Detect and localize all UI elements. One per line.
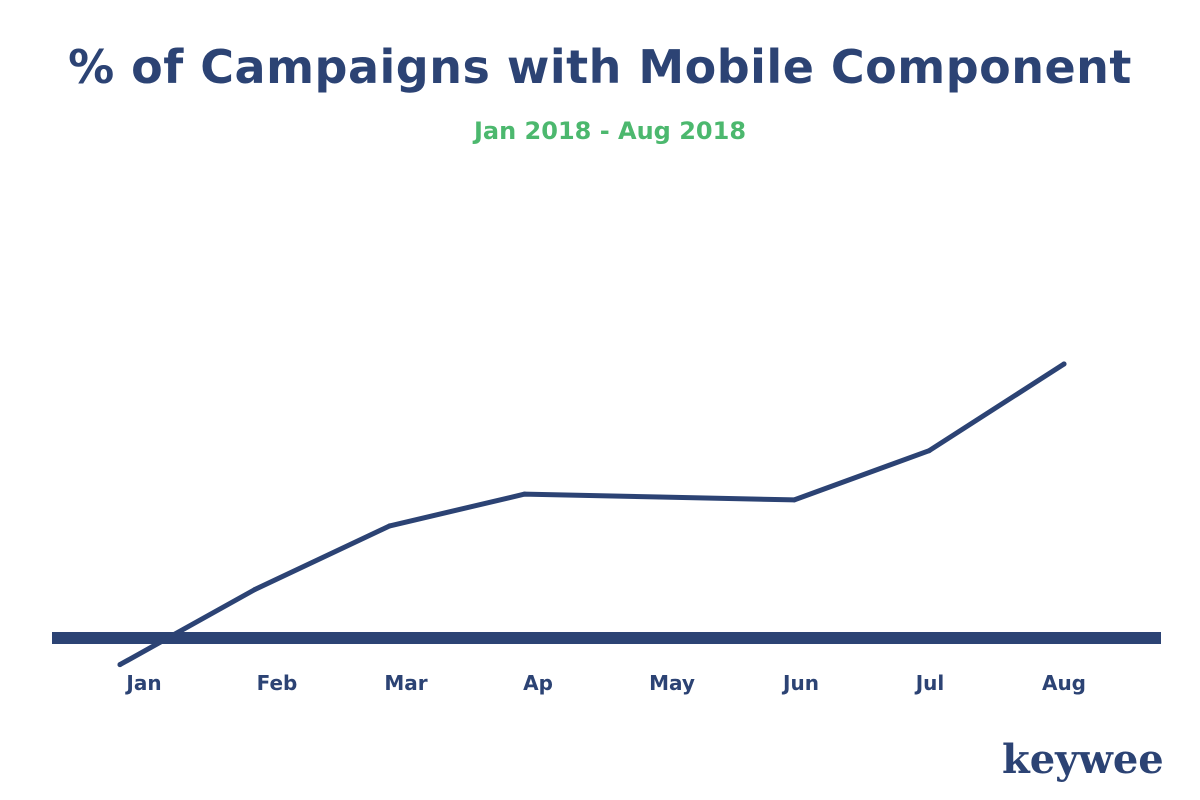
data-point-aug bbox=[1061, 361, 1067, 367]
x-tick-label: Mar bbox=[384, 671, 427, 695]
data-point-jun bbox=[791, 497, 797, 503]
x-tick-label: Feb bbox=[257, 671, 298, 695]
x-axis-ticks: Jan Feb Mar Ap May Jun Jul Aug bbox=[124, 671, 1086, 695]
x-tick-label: Aug bbox=[1042, 671, 1086, 695]
data-point-feb bbox=[252, 586, 258, 592]
data-point-mar bbox=[387, 523, 393, 529]
x-tick-label: Ap bbox=[523, 671, 553, 695]
data-point-may bbox=[656, 494, 662, 500]
x-tick-label: May bbox=[649, 671, 695, 695]
data-point-ap bbox=[522, 491, 528, 497]
x-tick-label: Jan bbox=[124, 671, 161, 695]
chart-title: % of Campaigns with Mobile Component bbox=[68, 40, 1132, 94]
series-line bbox=[117, 361, 1067, 668]
data-point-jul bbox=[926, 448, 932, 454]
x-tick-label: Jun bbox=[781, 671, 819, 695]
keywee-logo: keywee bbox=[1002, 736, 1164, 783]
x-axis-bar bbox=[52, 632, 1161, 644]
data-point-jan bbox=[117, 662, 123, 668]
chart-subtitle: Jan 2018 - Aug 2018 bbox=[473, 117, 747, 145]
x-tick-label: Jul bbox=[914, 671, 945, 695]
